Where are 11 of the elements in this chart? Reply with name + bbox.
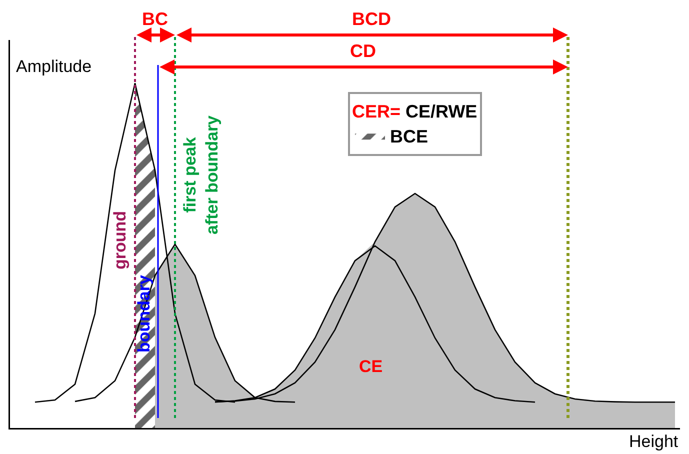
text: BC (142, 9, 168, 29)
text: CD (350, 41, 376, 61)
legend-label: BCE (390, 126, 428, 147)
annotation: boundary (134, 274, 154, 352)
text: BCD (352, 9, 391, 29)
annotation: ground (110, 210, 130, 270)
legend-title: CER= CE/RWE (352, 101, 478, 122)
x-axis-title: Height (629, 432, 678, 451)
y-axis-title: Amplitude (16, 57, 92, 76)
annotation: CE (359, 357, 383, 376)
annotation: first peak after boundary (180, 114, 222, 234)
